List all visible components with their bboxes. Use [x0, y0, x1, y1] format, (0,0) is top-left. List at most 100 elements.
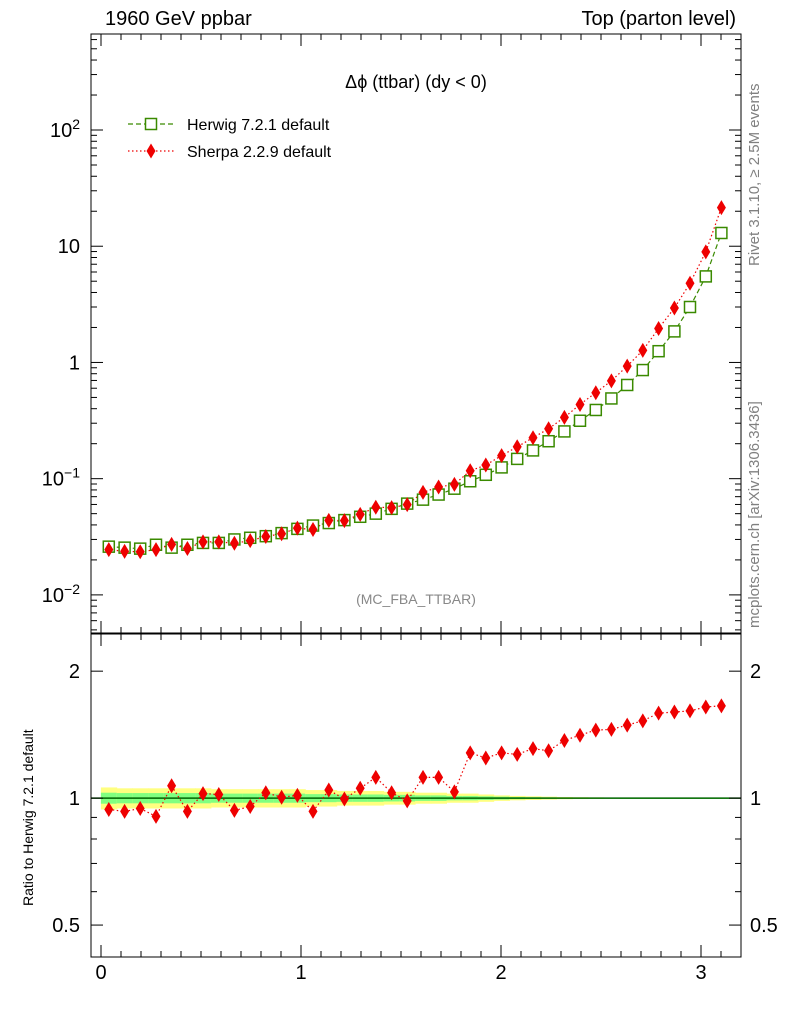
- sherpa-point: [214, 534, 224, 550]
- ratio-sherpa-point: [512, 746, 522, 762]
- ratio-y-tick-label-left: 0.5: [52, 915, 80, 937]
- ratio-y-tick-label-left: 2: [69, 661, 80, 683]
- x-tick-label: 3: [695, 962, 706, 984]
- y-tick-label: 10: [58, 236, 80, 258]
- ratio-sherpa-line: [108, 705, 722, 818]
- legend-sherpa-label: Sherpa 2.2.9 default: [187, 144, 332, 161]
- herwig-point: [510, 452, 524, 466]
- ratio-panel-frame: [90, 633, 742, 958]
- herwig-point: [589, 403, 603, 417]
- ratio-sherpa-point: [591, 722, 601, 738]
- herwig-point: [683, 300, 697, 314]
- ratio-sherpa-point: [104, 801, 114, 817]
- sherpa-series-line: [108, 207, 722, 553]
- sherpa-point: [387, 500, 397, 516]
- sherpa-point: [402, 497, 412, 513]
- sherpa-point: [277, 526, 287, 542]
- sherpa-point: [198, 534, 208, 550]
- sherpa-point: [229, 535, 239, 551]
- ratio-y-tick-label-right: 1: [750, 788, 761, 810]
- x-tick-label: 1: [295, 962, 306, 984]
- ratio-sherpa-point: [167, 778, 177, 794]
- sherpa-point: [151, 542, 161, 558]
- sherpa-point: [104, 542, 114, 558]
- sherpa-point: [245, 533, 255, 549]
- header-collider-label: 1960 GeV ppbar: [105, 8, 252, 30]
- ratio-sherpa-point: [669, 704, 679, 720]
- sherpa-point: [135, 544, 145, 560]
- ratio-sherpa-point: [716, 698, 726, 714]
- sherpa-point: [355, 506, 365, 522]
- ratio-sherpa-point: [339, 791, 349, 807]
- sherpa-point: [497, 448, 507, 464]
- ratio-sherpa-point: [481, 750, 491, 766]
- ratio-sherpa-series: [104, 698, 726, 824]
- ratio-sherpa-point: [497, 745, 507, 761]
- ratio-sherpa-point: [214, 786, 224, 802]
- sherpa-point: [418, 484, 428, 500]
- herwig-point: [605, 392, 618, 405]
- sherpa-point: [339, 513, 349, 529]
- ratio-sherpa-point: [622, 717, 632, 733]
- sherpa-point: [669, 300, 679, 316]
- ratio-sherpa-point: [277, 789, 287, 805]
- sherpa-point: [606, 373, 616, 389]
- sherpa-point: [622, 358, 632, 374]
- ratio-sherpa-point: [638, 713, 648, 729]
- ratio-sherpa-point: [559, 732, 569, 748]
- ratio-sherpa-point: [606, 721, 616, 737]
- ratio-sherpa-point: [151, 808, 161, 824]
- sherpa-point: [716, 200, 726, 216]
- sherpa-point: [434, 479, 444, 495]
- ratio-sherpa-point: [701, 699, 711, 715]
- sherpa-series: [104, 200, 726, 560]
- y-tick-label: 1: [69, 352, 80, 374]
- ratio-sherpa-point: [685, 703, 695, 719]
- sherpa-point: [575, 396, 585, 412]
- herwig-point: [573, 414, 587, 428]
- ratio-sherpa-point: [229, 802, 239, 818]
- sherpa-point: [449, 476, 459, 492]
- ratio-sherpa-point: [465, 745, 475, 761]
- ratio-sherpa-point: [198, 786, 208, 802]
- ratio-sherpa-point: [261, 785, 271, 801]
- ratio-y-tick-label-right: 0.5: [750, 915, 778, 937]
- sherpa-point: [528, 430, 538, 446]
- sherpa-point: [182, 540, 192, 556]
- header-process-label: Top (parton level): [581, 8, 736, 30]
- herwig-point: [715, 226, 728, 240]
- sherpa-point: [465, 463, 475, 479]
- ratio-sherpa-point: [324, 782, 334, 798]
- sherpa-point: [120, 543, 130, 559]
- ratio-sherpa-point: [528, 741, 538, 757]
- legend: Herwig 7.2.1 default Sherpa 2.2.9 default: [128, 117, 332, 161]
- analysis-watermark: (MC_FBA_TTBAR): [356, 591, 476, 607]
- legend-sherpa-marker: [146, 143, 156, 159]
- x-axis-ticks: [100, 34, 742, 957]
- herwig-point: [620, 378, 634, 392]
- herwig-series: [102, 226, 728, 555]
- ratio-y-tick-label-left: 1: [69, 788, 80, 810]
- sherpa-point: [544, 421, 554, 437]
- ratio-sherpa-point: [245, 799, 255, 815]
- herwig-point: [668, 325, 681, 338]
- herwig-point: [699, 270, 713, 283]
- ratio-sherpa-point: [434, 769, 444, 785]
- sherpa-point: [292, 520, 302, 536]
- ratio-sherpa-point: [544, 743, 554, 759]
- legend-herwig-label: Herwig 7.2.1 default: [187, 117, 330, 134]
- sherpa-point: [324, 512, 334, 528]
- sherpa-point: [308, 522, 318, 538]
- ratio-sherpa-point: [292, 787, 302, 803]
- sherpa-point: [701, 244, 711, 260]
- sherpa-point: [167, 536, 177, 552]
- ratio-sherpa-point: [135, 800, 145, 816]
- legend-herwig-marker: [144, 117, 158, 131]
- herwig-series-line: [108, 232, 722, 550]
- ratio-sherpa-point: [371, 769, 381, 785]
- y-tick-label: 10−1: [42, 465, 80, 491]
- ratio-sherpa-point: [654, 705, 664, 721]
- sherpa-point: [481, 457, 491, 473]
- main-y-axis-ticks: [91, 39, 741, 631]
